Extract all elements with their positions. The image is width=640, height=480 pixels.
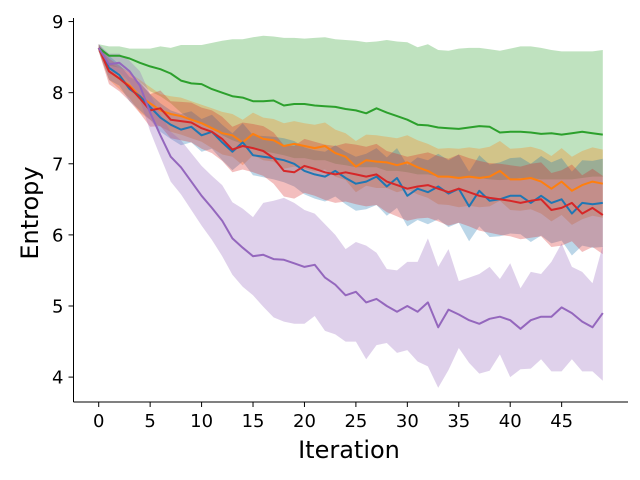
x-tick-label: 0 [93, 411, 104, 432]
x-tick-label: 30 [396, 411, 419, 432]
line-green [98, 47, 603, 136]
x-tick-label: 45 [550, 411, 573, 432]
band-green [98, 35, 603, 181]
confidence-bands [98, 35, 603, 388]
line-red [97, 47, 604, 216]
line-purple [97, 47, 604, 330]
x-tick-label: 35 [447, 411, 470, 432]
x-tick-label: 40 [499, 411, 522, 432]
x-tick-label: 5 [144, 411, 155, 432]
band-red [98, 44, 603, 255]
y-tick-label: 7 [52, 154, 63, 175]
y-tick-label: 5 [52, 297, 63, 318]
x-tick-label: 10 [190, 411, 213, 432]
line-blue [97, 47, 603, 215]
band-purple [98, 44, 603, 388]
x-axis-label: Iteration [298, 436, 400, 464]
x-axis-ticks: 0 5 10 15 20 25 30 35 40 45 [93, 402, 573, 432]
y-axis-ticks: 4 5 6 7 8 9 [52, 12, 74, 389]
y-tick-label: 6 [52, 225, 63, 246]
y-tick-label: 8 [52, 83, 63, 104]
x-tick-label: 20 [293, 411, 316, 432]
band-orange [98, 44, 603, 225]
x-tick-label: 25 [344, 411, 367, 432]
x-tick-label: 15 [242, 411, 265, 432]
y-tick-label: 9 [52, 12, 63, 33]
y-tick-label: 4 [52, 368, 63, 389]
line-orange [97, 47, 603, 192]
band-blue [98, 44, 603, 256]
series-lines [97, 47, 604, 330]
y-axis-label: Entropy [16, 166, 44, 259]
